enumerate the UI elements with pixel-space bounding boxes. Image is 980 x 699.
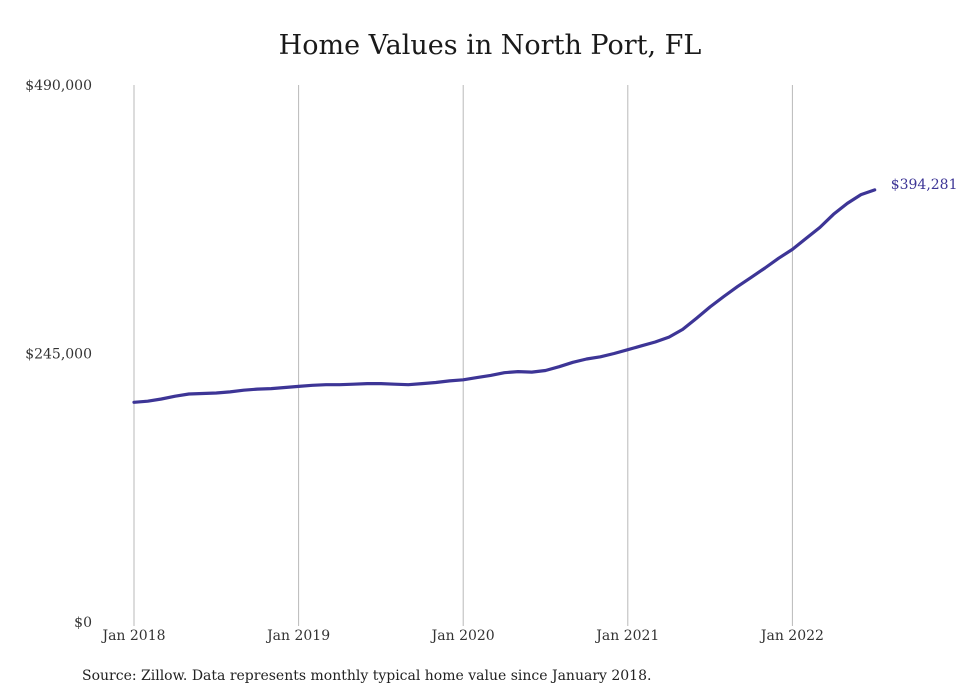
x-tick-label: Jan 2018 (100, 628, 165, 644)
chart-title: Home Values in North Port, FL (278, 30, 702, 61)
end-value-label: $394,281 (891, 177, 958, 193)
chart-caption: Source: Zillow. Data represents monthly … (82, 668, 652, 684)
y-tick-label: $245,000 (25, 347, 92, 363)
x-tick-label: Jan 2021 (594, 628, 659, 644)
x-tick-label: Jan 2019 (265, 628, 330, 644)
x-tick-label: Jan 2020 (430, 628, 495, 644)
y-tick-label: $0 (74, 615, 92, 631)
x-tick-label: Jan 2022 (759, 628, 824, 644)
y-tick-label: $490,000 (25, 78, 92, 94)
series-line (132, 188, 877, 404)
